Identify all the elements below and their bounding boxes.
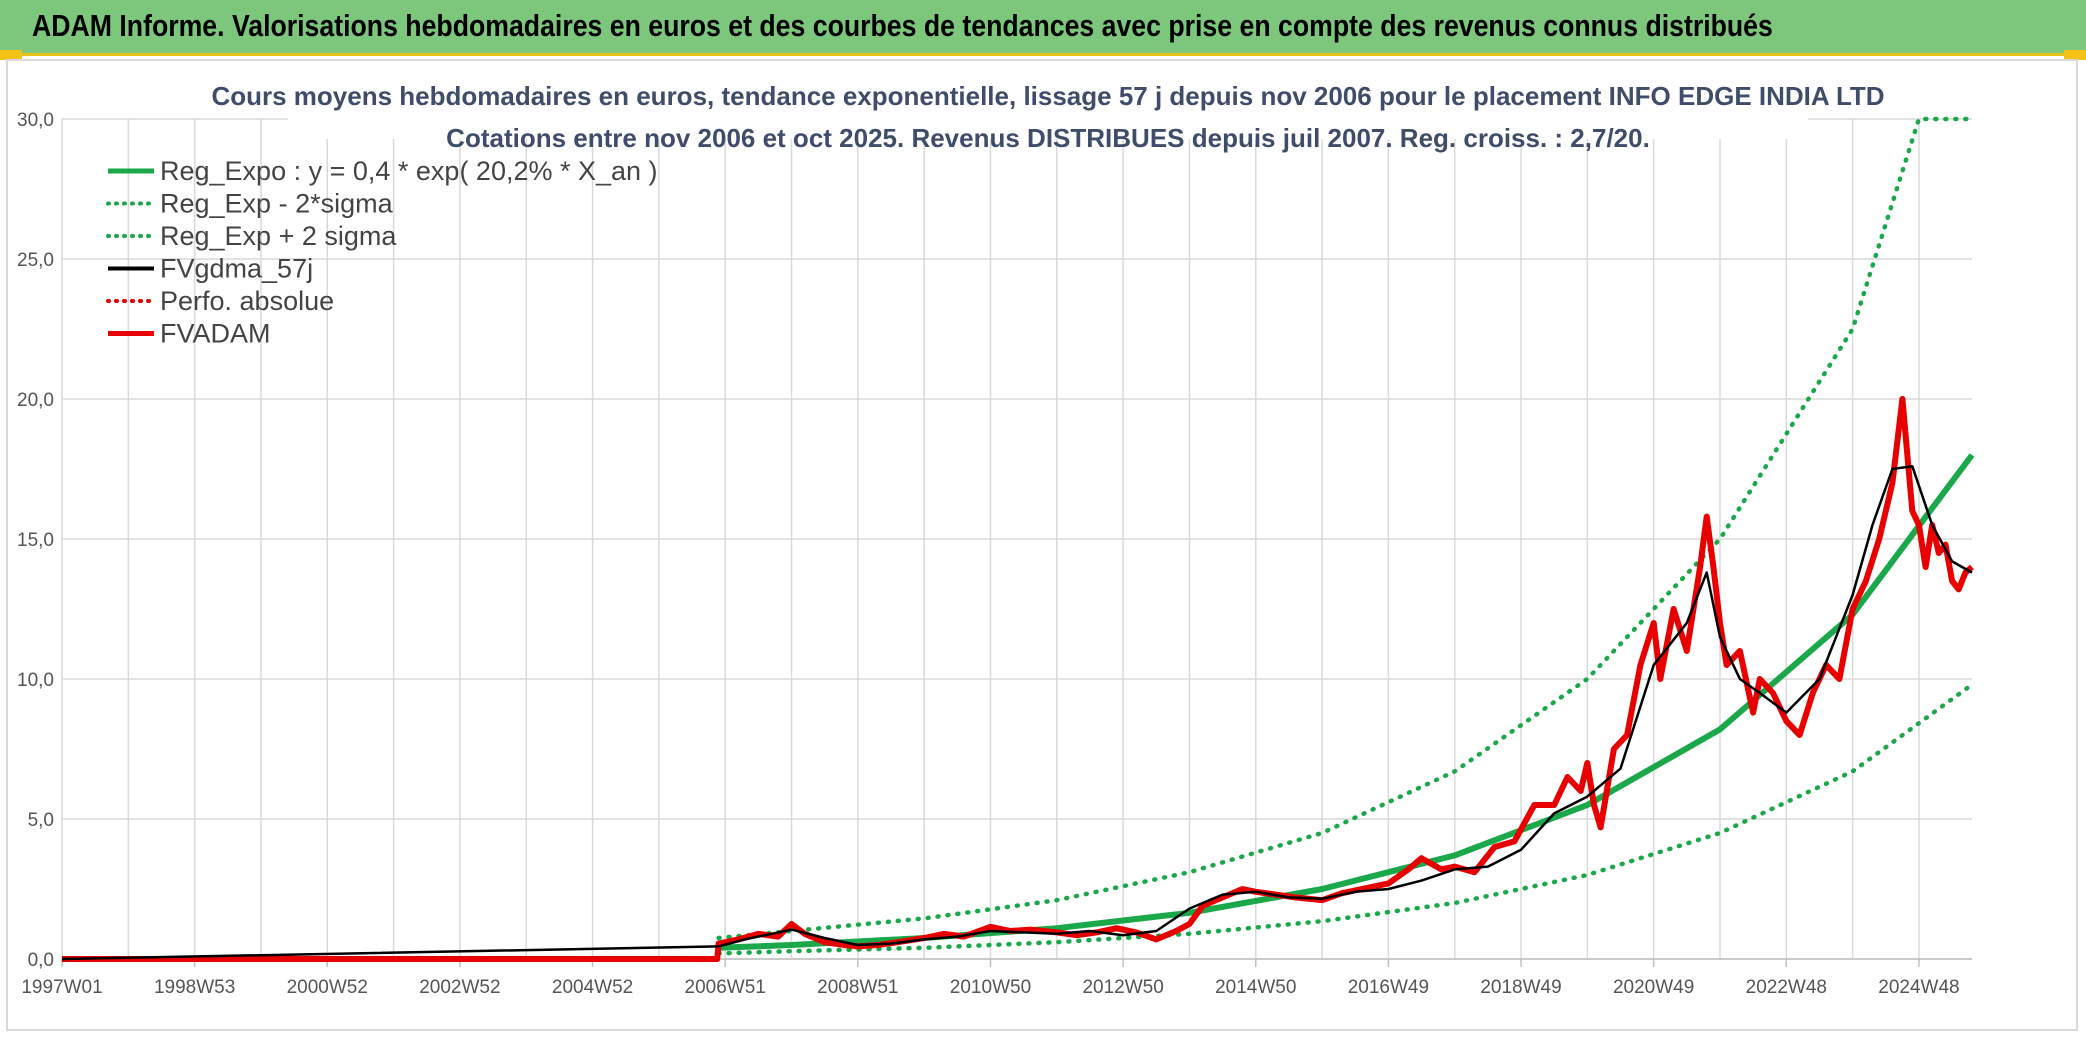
x-tick-label: 2002W52 <box>419 977 500 998</box>
grid-layer <box>61 118 1972 960</box>
x-tick-label: 2016W49 <box>1348 977 1429 998</box>
legend-label-5: FVADAM <box>160 319 271 349</box>
chart-title-line-1: Cours moyens hebdomadaires en euros, ten… <box>211 81 1884 111</box>
legend-label-4: Perfo. absolue <box>160 286 334 316</box>
series-line-5 <box>62 396 1974 962</box>
legend-label-0: Reg_Expo : y = 0,4 * exp( 20,2% * X_an ) <box>160 156 658 186</box>
x-tick-label: 2022W48 <box>1746 977 1827 998</box>
legend-label-1: Reg_Exp - 2*sigma <box>160 189 394 219</box>
x-tick-label: 2006W51 <box>685 977 766 998</box>
y-tick-label: 15,0 <box>17 530 54 551</box>
y-tick-label: 30,0 <box>17 110 54 131</box>
series-line-0 <box>718 453 1975 951</box>
legend-label-2: Reg_Exp + 2 sigma <box>160 221 397 251</box>
chart-title-group: Cours moyens hebdomadaires en euros, ten… <box>211 69 1885 153</box>
chart-title-line-2: Cotations entre nov 2006 et oct 2025. Re… <box>446 123 1650 153</box>
y-tick-label: 25,0 <box>17 250 54 271</box>
series-line-3 <box>61 464 1973 961</box>
x-tick-label: 2018W49 <box>1480 977 1561 998</box>
report-banner: ADAM Informe. Valorisations hebdomadaire… <box>0 0 2086 56</box>
chart-frame: 0,0 5,0 10,0 15,0 20,0 25,0 30,0 1997W01 1998W53… <box>6 59 2078 1031</box>
y-tick-label: 10,0 <box>17 670 54 691</box>
x-tick-label: 2008W51 <box>817 977 898 998</box>
x-tick-label: 2000W52 <box>287 977 368 998</box>
report-title: ADAM Informe. Valorisations hebdomadaire… <box>32 8 1773 43</box>
series-layer <box>61 116 1975 962</box>
y-tick-label: 20,0 <box>17 390 54 411</box>
title-background <box>288 69 1808 139</box>
x-tick-label: 2004W52 <box>552 977 633 998</box>
x-tick-label: 1997W01 <box>21 977 102 998</box>
series-line-2 <box>716 116 1975 941</box>
axis-layer: 0,0 5,0 10,0 15,0 20,0 25,0 30,0 1997W01 1998W53… <box>17 110 1972 998</box>
x-tick-label: 2012W50 <box>1082 977 1163 998</box>
legend: Reg_Expo : y = 0,4 * exp( 20,2% * X_an )… <box>106 156 658 349</box>
x-tick-label: 2010W50 <box>950 977 1031 998</box>
x-tick-label: 1998W53 <box>154 977 235 998</box>
corner-accent-right <box>2064 50 2086 60</box>
x-tick-label: 2014W50 <box>1215 977 1296 998</box>
legend-label-3: FVgdma_57j <box>160 254 313 284</box>
y-tick-label: 0,0 <box>28 950 54 971</box>
y-tick-label: 5,0 <box>28 810 54 831</box>
series-line-1 <box>716 682 1975 956</box>
x-tick-label: 2024W48 <box>1878 977 1959 998</box>
x-tick-label: 2020W49 <box>1613 977 1694 998</box>
chart-svg: 0,0 5,0 10,0 15,0 20,0 25,0 30,0 1997W01 1998W53… <box>17 69 1975 998</box>
corner-accent-left <box>0 50 22 60</box>
